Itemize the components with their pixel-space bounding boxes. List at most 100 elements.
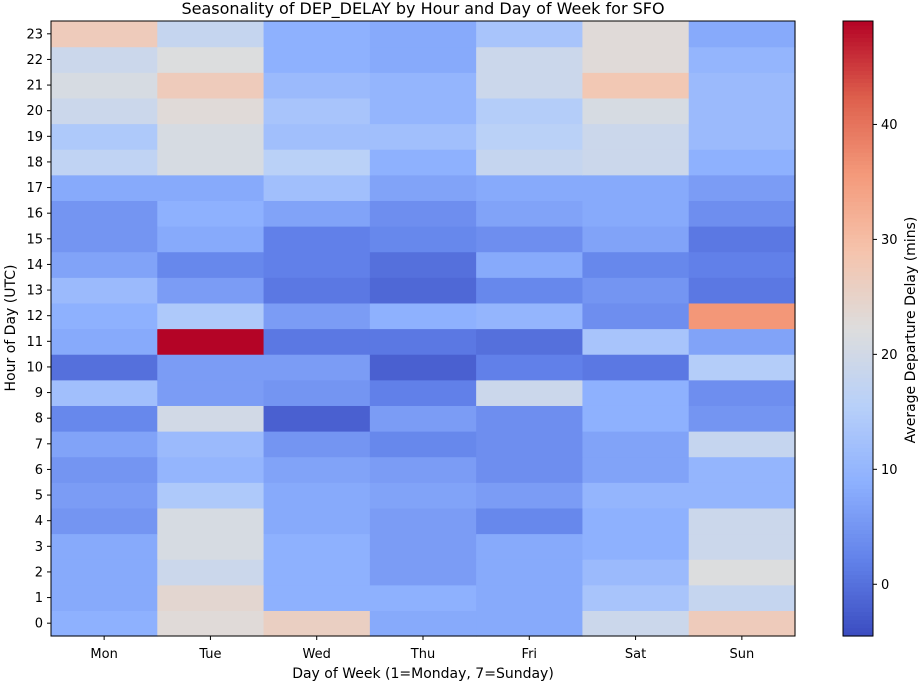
heatmap-cell	[263, 149, 371, 176]
colorbar-strip	[843, 373, 873, 379]
y-tick-label: 5	[35, 489, 43, 504]
heatmap-cell	[688, 456, 796, 483]
y-tick-label: 9	[35, 386, 43, 401]
heatmap-cell	[582, 431, 690, 458]
colorbar-strip	[843, 496, 873, 502]
heatmap-cell	[476, 72, 584, 99]
colorbar-strip	[843, 90, 873, 96]
heatmap-cell	[369, 328, 477, 355]
heatmap-cell	[582, 149, 690, 176]
heatmap-cell	[263, 123, 371, 150]
y-tick-label: 21	[26, 79, 43, 94]
heatmap-cell	[688, 46, 796, 73]
colorbar-strip	[843, 62, 873, 67]
heatmap-cell	[369, 302, 477, 330]
heatmap-cell	[263, 533, 371, 560]
colorbar-strip	[843, 29, 873, 34]
heatmap-cell	[688, 302, 796, 330]
heatmap-cell	[157, 405, 265, 432]
heatmap-cell	[688, 559, 796, 586]
colorbar-strip	[843, 98, 873, 104]
colorbar-strip	[843, 234, 873, 239]
colorbar-strip	[843, 197, 873, 202]
colorbar-strip	[843, 172, 873, 178]
colorbar-strip	[843, 246, 873, 252]
heatmap-cell	[157, 584, 265, 611]
colorbar-strip	[843, 488, 873, 494]
heatmap-cell	[476, 174, 584, 201]
heatmap-cell	[476, 379, 584, 406]
heatmap-cell	[582, 328, 690, 355]
heatmap-cell	[688, 149, 796, 176]
colorbar-tick-label: 10	[881, 463, 898, 478]
y-tick-label: 19	[26, 130, 43, 145]
heatmap-cell	[51, 354, 158, 381]
heatmap-cell	[51, 97, 158, 125]
colorbar-strip	[843, 201, 873, 207]
heatmap-cell	[263, 302, 371, 330]
colorbar-tick-label: 20	[881, 348, 898, 363]
colorbar-strip	[843, 484, 873, 489]
colorbar-strip	[843, 107, 873, 112]
heatmap-cell	[157, 533, 265, 560]
y-tick-label: 22	[26, 53, 43, 68]
colorbar-strip	[843, 49, 873, 55]
colorbar-strip	[843, 566, 873, 571]
heatmap-cell	[51, 431, 158, 458]
heatmap-cell	[582, 456, 690, 483]
colorbar-strip	[843, 357, 873, 362]
colorbar-strip	[843, 459, 873, 465]
heatmap-cell	[51, 584, 158, 611]
colorbar-strip	[843, 328, 873, 334]
colorbar-strip	[843, 226, 873, 231]
heatmap-cell	[582, 559, 690, 586]
heatmap-cell	[369, 149, 477, 176]
colorbar-strip	[843, 176, 873, 182]
colorbar-strip	[843, 554, 873, 559]
colorbar-strip	[843, 381, 873, 387]
heatmap-cell	[263, 72, 371, 99]
colorbar-strip	[843, 631, 873, 637]
colorbar-strip	[843, 344, 873, 350]
heatmap-cell	[688, 97, 796, 125]
heatmap-cell	[51, 149, 158, 176]
heatmap-cell	[51, 507, 158, 535]
colorbar-strip	[843, 447, 873, 453]
heatmap-cell	[263, 46, 371, 73]
y-tick-label: 0	[35, 617, 43, 632]
colorbar-strip	[843, 283, 873, 289]
colorbar-strip	[843, 78, 873, 84]
heatmap-cell	[263, 97, 371, 125]
y-tick-label: 15	[26, 232, 43, 247]
colorbar-strip	[843, 410, 873, 416]
heatmap-cell	[51, 200, 158, 227]
colorbar-strip	[843, 180, 873, 186]
colorbar-strip	[843, 361, 873, 366]
heatmap-cell	[688, 21, 796, 48]
colorbar-strip	[843, 558, 873, 563]
colorbar-strip	[843, 537, 873, 543]
colorbar-strip	[843, 390, 873, 395]
colorbar-strip	[843, 513, 873, 518]
x-tick-label: Sat	[625, 647, 646, 662]
heatmap-cells	[51, 21, 796, 637]
y-tick-label: 23	[26, 27, 43, 42]
heatmap-cell	[476, 328, 584, 355]
heatmap-cell	[369, 610, 477, 637]
heatmap-cell	[263, 482, 371, 509]
heatmap-cell	[476, 123, 584, 150]
colorbar-strip	[843, 611, 873, 617]
colorbar-strip	[843, 86, 873, 92]
heatmap-cell	[263, 174, 371, 201]
colorbar-strip	[843, 238, 873, 243]
colorbar-strip	[843, 254, 873, 260]
colorbar	[843, 21, 873, 637]
heatmap-cell	[51, 610, 158, 637]
heatmap-cell	[369, 559, 477, 586]
y-tick-label: 8	[35, 412, 43, 427]
heatmap-cell	[157, 559, 265, 586]
heatmap-cell	[476, 251, 584, 278]
heatmap-cell	[369, 482, 477, 509]
heatmap-cell	[476, 482, 584, 509]
